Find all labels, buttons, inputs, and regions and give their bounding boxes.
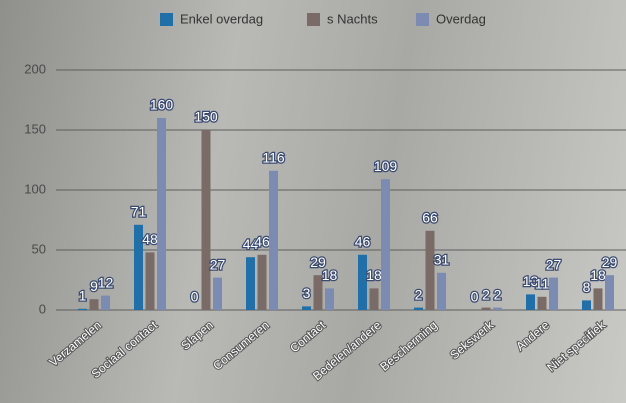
x-tick-label: Contact (287, 318, 328, 356)
x-tick-label: Bescherming (377, 318, 440, 374)
value-label: 2 (482, 286, 490, 302)
value-label: 3 (303, 285, 311, 301)
value-label: 150 (194, 109, 218, 125)
value-label: 160 (150, 97, 174, 113)
bar (414, 308, 423, 310)
value-label: 18 (322, 267, 338, 283)
bar (426, 231, 435, 310)
legend-swatch (160, 13, 173, 26)
bar (493, 308, 502, 310)
y-tick-label: 200 (24, 61, 46, 76)
bar (258, 255, 267, 310)
legend-swatch (307, 13, 320, 26)
value-label: 109 (374, 158, 398, 174)
value-label: 29 (602, 254, 618, 270)
legend-label: Enkel overdag (180, 11, 263, 26)
value-label: 2 (494, 286, 502, 302)
value-label: 116 (262, 150, 285, 166)
y-tick-label: 50 (32, 241, 46, 256)
x-tick-label: Andere (513, 318, 552, 354)
bar (549, 278, 558, 310)
chart: 050100150200Enkel overdags NachtsOverdag… (0, 0, 626, 403)
bar (269, 171, 278, 310)
x-label-group: Bescherming (377, 318, 440, 374)
x-label-group: Consumeren (210, 318, 272, 373)
value-label: 0 (471, 289, 479, 305)
bar (538, 297, 547, 310)
legend-swatch (416, 13, 429, 26)
value-label: 1 (79, 288, 87, 304)
x-tick-label: Verzamelen (46, 318, 104, 369)
value-label: 0 (191, 289, 199, 305)
x-label-group: Contact (287, 318, 328, 356)
y-tick-label: 100 (24, 181, 46, 196)
bar (302, 306, 311, 310)
bar (90, 299, 99, 310)
x-label-group: Niet specifiek (544, 317, 608, 374)
x-tick-label: Consumeren (210, 318, 272, 373)
bar (526, 294, 535, 310)
legend-label: s Nachts (327, 11, 378, 26)
value-label: 27 (210, 256, 226, 272)
value-label: 12 (98, 274, 114, 290)
value-label: 18 (366, 267, 382, 283)
legend-label: Overdag (436, 11, 486, 26)
bar (202, 130, 211, 310)
bar (605, 275, 614, 310)
bar (213, 278, 222, 310)
bar (381, 179, 390, 310)
x-tick-label: Sekswerk (447, 317, 497, 362)
x-tick-label: Slapen (178, 318, 216, 353)
bar (78, 309, 87, 310)
bar (482, 308, 491, 310)
x-label-group: Andere (513, 318, 552, 354)
value-label: 48 (142, 231, 158, 247)
value-label: 2 (415, 286, 423, 302)
bar (437, 273, 446, 310)
bar (157, 118, 166, 310)
value-label: 31 (434, 252, 450, 268)
value-label: 46 (355, 234, 371, 250)
value-label: 66 (422, 210, 438, 226)
value-label: 46 (254, 234, 270, 250)
bar (101, 296, 110, 310)
value-label: 11 (535, 276, 550, 292)
y-tick-label: 0 (39, 301, 46, 316)
x-label-group: Slapen (178, 318, 216, 353)
x-label-group: Verzamelen (46, 318, 104, 369)
bar (146, 252, 155, 310)
y-tick-label: 150 (24, 121, 46, 136)
value-label: 71 (131, 204, 147, 220)
x-tick-label: Niet specifiek (544, 317, 608, 374)
x-label-group: Sekswerk (447, 317, 497, 362)
value-label: 27 (546, 256, 562, 272)
bar (325, 288, 334, 310)
bar (594, 288, 603, 310)
bar (370, 288, 379, 310)
bar (246, 257, 255, 310)
bar (582, 300, 591, 310)
